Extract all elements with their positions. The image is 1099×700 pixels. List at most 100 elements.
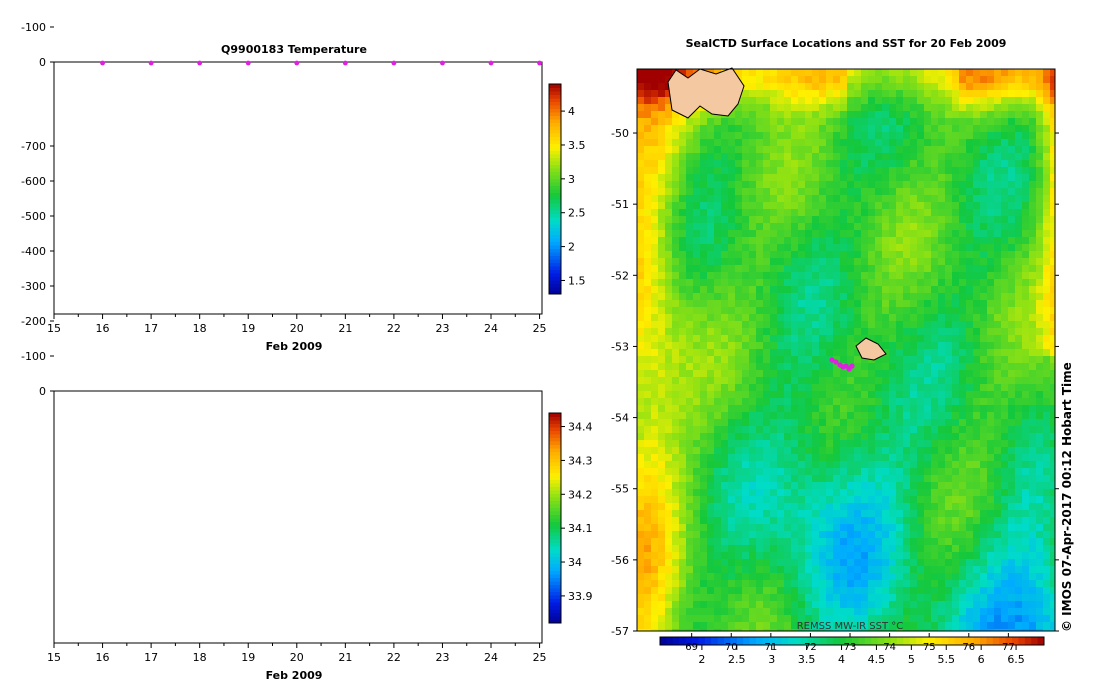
colorbar-frame: [548, 83, 562, 295]
x-tick-label: 23: [435, 322, 449, 335]
y-tick-label: 0: [39, 385, 46, 398]
surface-marker: [100, 60, 105, 66]
colorbar-tick-label: 34: [568, 556, 582, 569]
sst-tick-fahrenheit-label: 71: [764, 642, 777, 653]
map-y-tick-label: -53: [611, 340, 629, 353]
temperature-xlabel: Feb 2009: [266, 340, 323, 353]
x-tick-label: 19: [241, 651, 255, 664]
surface-marker: [342, 60, 348, 66]
map-y-tick-label: -51: [611, 198, 629, 211]
x-tick-label: 20: [290, 651, 304, 664]
sst-tick-celsius-label: 6.5: [1007, 653, 1025, 666]
map-y-tick-label: -54: [611, 412, 629, 425]
salinity-colorbar: 33.9 34 34.1 34.2 34.3 34.4: [548, 412, 593, 624]
y-tick-label: -100: [21, 350, 46, 363]
x-tick-label: 24: [484, 651, 498, 664]
salinity-axes: 0 -100 -200 -300 -400 -500 -600 -700 15 16 17 18 19 2…: [21, 140, 547, 664]
sst-tick-fahrenheit-label: 73: [844, 642, 857, 653]
sst-map-panel: SealCTD Surface Locations and SST for 20…: [611, 37, 1059, 666]
map-y-tick-label: -56: [611, 554, 629, 567]
y-tick-label: -600: [21, 175, 46, 188]
x-tick-label: 21: [338, 651, 352, 664]
sst-tick-fahrenheit-label: 70: [725, 642, 738, 653]
salinity-xlabel: Feb 2009: [266, 669, 323, 682]
sst-colorbar-frame: [659, 636, 1045, 646]
y-tick-label: -200: [21, 315, 46, 328]
y-tick-label: -700: [21, 140, 46, 153]
sst-tick-celsius-label: 3: [768, 653, 775, 666]
y-tick-label: -100: [21, 21, 46, 34]
colorbar-tick-label: 2.5: [568, 207, 586, 220]
x-tick-label: 17: [144, 322, 158, 335]
sst-tick-fahrenheit-label: 69: [685, 642, 698, 653]
sst-tick-celsius-label: 5.5: [938, 653, 956, 666]
colorbar-tick-label: 34.3: [568, 454, 593, 467]
y-tick-label: -400: [21, 245, 46, 258]
y-tick-label: 0: [39, 56, 46, 69]
colorbar-tick-label: 2: [568, 241, 575, 254]
imos-credit: © IMOS 07-Apr-2017 00:12 Hobart Time: [1060, 362, 1074, 632]
sst-map: [637, 67, 1056, 632]
y-tick-label: -500: [21, 210, 46, 223]
colorbar-tick-label: 34.1: [568, 522, 593, 535]
ctd-location-marker: [833, 359, 839, 365]
colorbar-tick-label: 3.5: [568, 139, 586, 152]
x-tick-label: 25: [533, 651, 547, 664]
sst-colorbar: 2 2.5 3 3.5 4 4.5 5 5.5 6 6.5 69 70 71 72 73 74 75 76 77: [659, 633, 1045, 666]
x-tick-label: 18: [193, 651, 207, 664]
land-patch-north: [667, 67, 745, 119]
colorbar-tick-label: 34.4: [568, 421, 593, 434]
surface-marker: [488, 60, 494, 66]
sst-source-label: REMSS MW-IR SST °C: [797, 621, 904, 632]
x-tick-label: 15: [47, 651, 61, 664]
temperature-panel: Q9900183 Temperature 0 -100 -200 -300 -400 -5…: [21, 21, 586, 353]
y-tick-label: -300: [21, 280, 46, 293]
surface-marker: [537, 60, 542, 66]
x-tick-label: 17: [144, 651, 158, 664]
colorbar-tick-label: 4: [568, 105, 575, 118]
colorbar-frame: [548, 412, 562, 624]
colorbar-tick-label: 1.5: [568, 274, 586, 287]
map-y-tick-label: -57: [611, 625, 629, 638]
sst-tick-fahrenheit-label: 76: [962, 642, 975, 653]
x-tick-label: 16: [96, 322, 110, 335]
sst-tick-celsius-label: 2.5: [728, 653, 746, 666]
salinity-panel: 0 -100 -200 -300 -400 -500 -600 -700 15 16 17 18 19 2…: [21, 140, 592, 682]
x-tick-label: 18: [193, 322, 207, 335]
x-tick-label: 24: [484, 322, 498, 335]
sst-tick-celsius-label: 4.5: [868, 653, 886, 666]
ctd-location-marker: [829, 357, 835, 363]
map-y-tick-label: -55: [611, 483, 629, 496]
colorbar-tick-label: 33.9: [568, 590, 593, 603]
sst-tick-celsius-label: 5: [908, 653, 915, 666]
surface-marker: [245, 60, 251, 66]
map-y-tick-label: -52: [611, 269, 629, 282]
surface-marker: [197, 60, 203, 66]
sst-tick-fahrenheit-label: 75: [923, 642, 936, 653]
sst-tick-celsius-label: 2: [698, 653, 705, 666]
map-frame: [636, 68, 1056, 632]
sst-tick-celsius-label: 3.5: [798, 653, 816, 666]
map-title: SealCTD Surface Locations and SST for 20…: [686, 37, 1007, 50]
x-tick-label: 19: [241, 322, 255, 335]
x-tick-label: 21: [338, 322, 352, 335]
sst-tick-celsius-label: 4: [838, 653, 845, 666]
x-tick-label: 23: [435, 651, 449, 664]
temperature-axes: 0 -100 -200 -300 -400 -500 -600 -700 15 16 17 18 19 2…: [21, 21, 547, 335]
sst-tick-celsius-label: 6: [978, 653, 985, 666]
surface-marker: [294, 60, 300, 66]
x-tick-label: 15: [47, 322, 61, 335]
x-tick-label: 22: [387, 322, 401, 335]
x-tick-label: 16: [96, 651, 110, 664]
land-patch-island: [855, 337, 887, 361]
map-y-tick-label: -50: [611, 127, 629, 140]
plot-frame: [53, 61, 543, 315]
surface-marker: [440, 60, 445, 66]
ctd-location-marker: [849, 363, 855, 369]
plot-frame: [53, 390, 543, 644]
x-tick-label: 20: [290, 322, 304, 335]
x-tick-label: 22: [387, 651, 401, 664]
surface-marker: [391, 60, 397, 66]
surface-marker: [148, 60, 154, 66]
